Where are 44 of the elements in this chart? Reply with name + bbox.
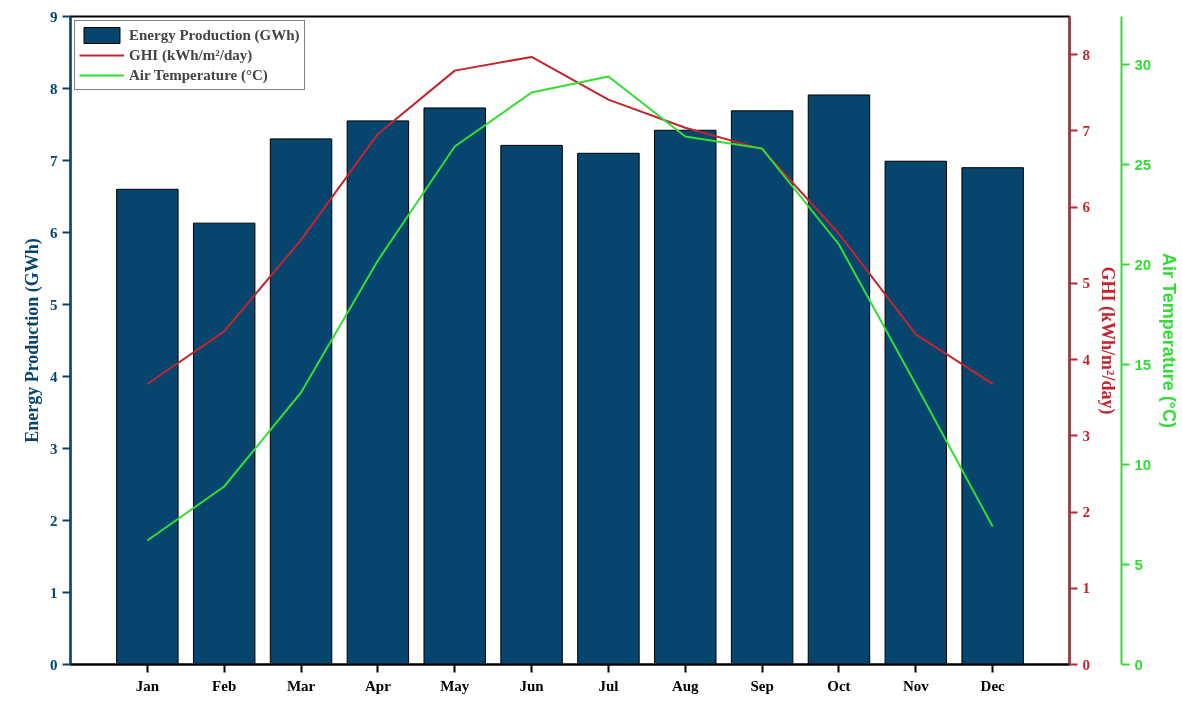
- y3-tick-label: 20: [1134, 255, 1152, 273]
- x-tick-label: Feb: [212, 677, 237, 694]
- y-axis-title: Energy Production (GWh): [22, 238, 43, 443]
- x-tick-label: Mar: [286, 677, 316, 694]
- y-tick-label: 4: [50, 368, 58, 385]
- y2-axis-title: GHI (kWh/m²/day): [1097, 266, 1118, 415]
- y3-tick-label: 30: [1134, 55, 1152, 73]
- y2-tick-label: 5: [1082, 275, 1090, 292]
- y2-tick-label: 6: [1082, 199, 1091, 216]
- y-tick-label: 2: [50, 512, 58, 529]
- legend-label: Air Temperature (°C): [129, 66, 268, 84]
- legend-label: GHI (kWh/m²/day): [129, 46, 253, 64]
- x-tick-label: Aug: [671, 677, 700, 694]
- y-tick-label: 6: [50, 224, 58, 241]
- y-tick-label: 7: [50, 152, 58, 169]
- y-tick-label: 0: [50, 656, 58, 673]
- legend-label: Energy Production (GWh): [129, 26, 300, 44]
- y3-tick-label: 25: [1134, 155, 1152, 173]
- y2-tick-label: 4: [1082, 351, 1091, 368]
- y3-tick-label: 10: [1134, 455, 1152, 473]
- x-tick-label: May: [440, 677, 470, 694]
- x-tick-label: Jul: [598, 677, 619, 694]
- y2-tick-label: 7: [1082, 122, 1091, 139]
- y-tick-label: 5: [50, 296, 58, 313]
- y2-tick-label: 8: [1082, 46, 1090, 63]
- y3-tick-label: 0: [1134, 655, 1143, 673]
- x-tick-label: Nov: [902, 677, 930, 694]
- x-tick-label: Apr: [364, 677, 392, 694]
- y-tick-label: 8: [50, 80, 58, 97]
- x-tick-label: Oct: [827, 677, 851, 694]
- y-tick-label: 3: [50, 440, 58, 457]
- y3-axis-title: Air Temperature (°C): [1159, 253, 1180, 428]
- y2-tick-label: 1: [1082, 580, 1090, 597]
- y2-tick-label: 2: [1082, 504, 1090, 521]
- x-tick-label: Jan: [135, 677, 160, 694]
- x-tick-label: Jun: [519, 677, 545, 694]
- y-tick-label: 9: [50, 8, 58, 25]
- y2-tick-label: 0: [1082, 656, 1090, 673]
- y3-tick-label: 5: [1134, 555, 1143, 573]
- y2-tick-label: 3: [1082, 427, 1090, 444]
- x-tick-label: Sep: [750, 677, 774, 694]
- y3-tick-label: 15: [1134, 355, 1152, 373]
- x-tick-label: Dec: [980, 677, 1006, 694]
- y-tick-label: 1: [50, 584, 58, 601]
